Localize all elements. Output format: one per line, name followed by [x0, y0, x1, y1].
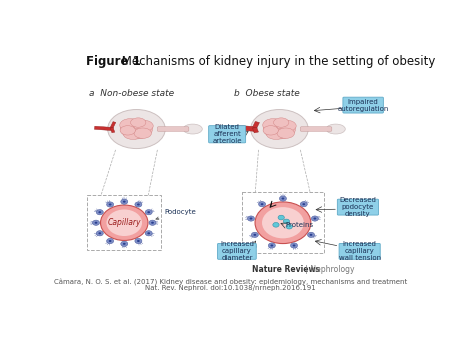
Text: Dilated
afferent
arteriole: Dilated afferent arteriole	[212, 124, 242, 144]
FancyBboxPatch shape	[242, 192, 324, 254]
Ellipse shape	[130, 118, 146, 127]
Ellipse shape	[134, 128, 152, 139]
Ellipse shape	[251, 110, 308, 149]
Circle shape	[310, 234, 312, 236]
Ellipse shape	[121, 119, 153, 139]
Ellipse shape	[108, 110, 165, 149]
Circle shape	[121, 241, 128, 246]
Text: Câmara, N. O. S. et al. (2017) Kidney disease and obesity: epidemiology, mechani: Câmara, N. O. S. et al. (2017) Kidney di…	[54, 279, 407, 286]
Circle shape	[107, 202, 113, 207]
Circle shape	[135, 202, 142, 207]
Circle shape	[109, 203, 112, 206]
Circle shape	[145, 210, 152, 215]
Circle shape	[147, 232, 150, 234]
Ellipse shape	[134, 120, 153, 131]
Ellipse shape	[120, 119, 141, 131]
Circle shape	[121, 199, 128, 204]
FancyArrow shape	[110, 122, 116, 128]
Circle shape	[292, 244, 296, 246]
FancyArrow shape	[237, 125, 256, 131]
FancyArrow shape	[252, 127, 258, 133]
Text: Increased
capillary
diameter: Increased capillary diameter	[220, 241, 254, 261]
Circle shape	[99, 211, 101, 213]
Circle shape	[107, 238, 113, 244]
Circle shape	[307, 232, 315, 238]
FancyArrow shape	[94, 126, 113, 130]
Circle shape	[259, 201, 266, 207]
Circle shape	[123, 243, 126, 245]
Circle shape	[96, 231, 104, 236]
Text: Podocyte: Podocyte	[156, 209, 196, 220]
Circle shape	[278, 215, 284, 220]
Circle shape	[147, 211, 150, 213]
Text: Increased
capillary
wall tension: Increased capillary wall tension	[338, 241, 381, 261]
Text: Decreased
podocyte
density: Decreased podocyte density	[339, 197, 376, 217]
Circle shape	[100, 205, 148, 240]
Text: Capillary: Capillary	[108, 218, 141, 227]
Ellipse shape	[266, 128, 286, 140]
Text: b  Obese state: b Obese state	[234, 89, 300, 98]
Circle shape	[137, 240, 140, 242]
Circle shape	[99, 232, 101, 234]
Circle shape	[261, 203, 264, 205]
Circle shape	[270, 244, 273, 246]
Circle shape	[250, 217, 252, 220]
Circle shape	[284, 219, 289, 224]
Circle shape	[145, 231, 152, 236]
Circle shape	[262, 207, 304, 238]
FancyBboxPatch shape	[217, 243, 256, 259]
Ellipse shape	[263, 119, 284, 131]
Text: Nat. Rev. Nephrol. doi:10.1038/nrneph.2016.191: Nat. Rev. Nephrol. doi:10.1038/nrneph.20…	[145, 285, 316, 291]
Circle shape	[300, 201, 307, 207]
Text: Nature Reviews: Nature Reviews	[252, 265, 320, 274]
FancyBboxPatch shape	[87, 195, 161, 250]
Ellipse shape	[277, 128, 294, 139]
Text: | Nephrology: | Nephrology	[303, 265, 355, 274]
FancyBboxPatch shape	[338, 199, 378, 215]
FancyBboxPatch shape	[158, 127, 189, 131]
Circle shape	[314, 217, 316, 220]
Circle shape	[135, 238, 142, 244]
FancyBboxPatch shape	[300, 127, 332, 131]
Text: Mechanisms of kidney injury in the setting of obesity: Mechanisms of kidney injury in the setti…	[118, 55, 435, 68]
FancyBboxPatch shape	[339, 243, 380, 259]
Ellipse shape	[326, 124, 345, 134]
Circle shape	[149, 220, 156, 225]
Circle shape	[107, 210, 142, 236]
Circle shape	[279, 196, 287, 201]
Ellipse shape	[120, 126, 135, 135]
Circle shape	[253, 234, 256, 236]
Circle shape	[286, 224, 292, 229]
Text: a  Non-obese state: a Non-obese state	[90, 89, 175, 98]
Circle shape	[291, 243, 297, 248]
Ellipse shape	[263, 126, 279, 135]
FancyArrow shape	[110, 127, 115, 133]
Circle shape	[151, 222, 154, 224]
Circle shape	[255, 202, 311, 244]
Circle shape	[268, 243, 275, 248]
Circle shape	[137, 203, 140, 206]
Circle shape	[96, 210, 104, 215]
Ellipse shape	[277, 120, 296, 131]
Ellipse shape	[274, 118, 289, 127]
Ellipse shape	[183, 124, 202, 134]
Ellipse shape	[263, 119, 296, 139]
FancyArrow shape	[252, 121, 260, 128]
Circle shape	[273, 222, 279, 227]
Circle shape	[302, 203, 305, 205]
Circle shape	[94, 222, 97, 224]
Circle shape	[252, 232, 258, 238]
Circle shape	[93, 220, 99, 225]
Circle shape	[311, 216, 318, 221]
Circle shape	[123, 201, 126, 203]
Text: Impaired
autoregulation: Impaired autoregulation	[338, 99, 389, 112]
Text: Figure 1: Figure 1	[86, 55, 141, 68]
Circle shape	[109, 240, 112, 242]
FancyBboxPatch shape	[209, 126, 246, 143]
Circle shape	[248, 216, 255, 221]
Ellipse shape	[123, 128, 143, 140]
FancyBboxPatch shape	[343, 97, 383, 113]
Circle shape	[282, 197, 284, 199]
Text: Proteins: Proteins	[286, 222, 314, 228]
